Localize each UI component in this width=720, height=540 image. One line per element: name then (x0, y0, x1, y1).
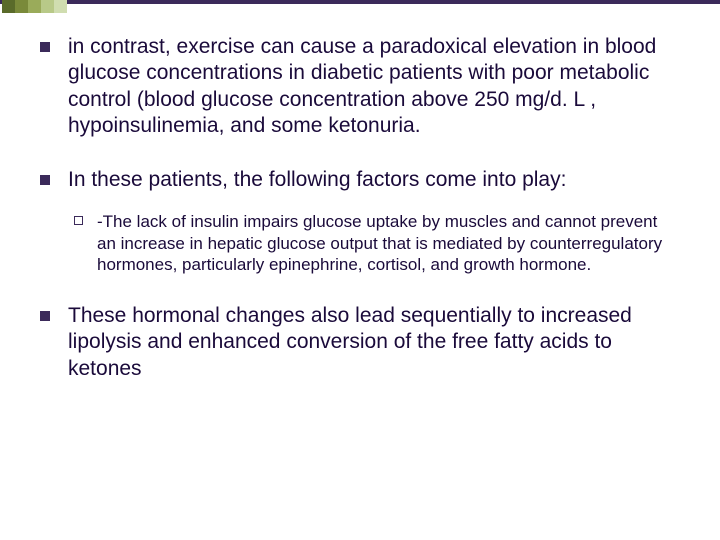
bullet-item: In these patients, the following factors… (40, 167, 680, 193)
sub-bullet-outline-icon (74, 216, 83, 225)
bullet-item: These hormonal changes also lead sequent… (40, 303, 680, 382)
sub-bullet-item: -The lack of insulin impairs glucose upt… (74, 211, 680, 275)
deco-square (15, 0, 28, 13)
sub-bullet-text: -The lack of insulin impairs glucose upt… (97, 211, 680, 275)
bullet-square-icon (40, 311, 50, 321)
bullet-item: in contrast, exercise can cause a parado… (40, 34, 680, 139)
bullet-square-icon (40, 175, 50, 185)
deco-square (28, 0, 41, 13)
deco-square (54, 0, 67, 13)
deco-square (2, 0, 15, 13)
deco-square (41, 0, 54, 13)
top-purple-strip (0, 0, 720, 4)
bullet-text: These hormonal changes also lead sequent… (68, 303, 680, 382)
slide-content: in contrast, exercise can cause a parado… (40, 34, 680, 410)
top-deco-squares (2, 0, 67, 13)
bullet-text: in contrast, exercise can cause a parado… (68, 34, 680, 139)
bullet-square-icon (40, 42, 50, 52)
bullet-text: In these patients, the following factors… (68, 167, 566, 193)
